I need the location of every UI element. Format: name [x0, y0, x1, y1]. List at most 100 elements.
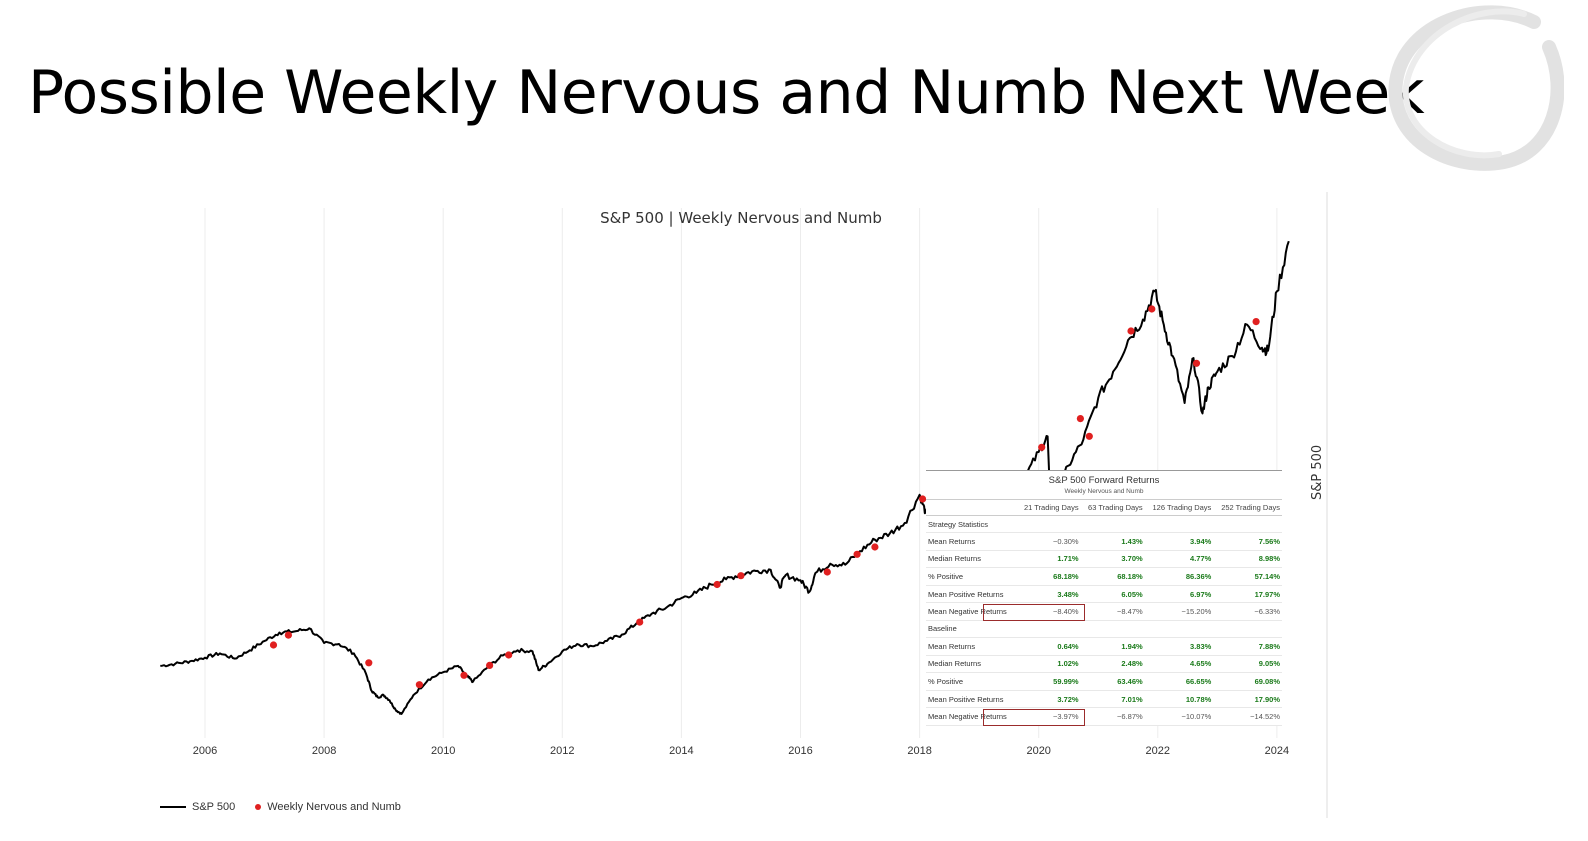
forward-returns-title: S&P 500 Forward Returns — [1048, 475, 1160, 486]
signal-marker — [1127, 327, 1135, 335]
row-label: Mean Returns — [926, 637, 1017, 656]
table-cell: 8.98% — [1213, 550, 1282, 569]
table-cell: 9.05% — [1213, 655, 1282, 674]
table-cell: 6.05% — [1080, 585, 1145, 604]
table-header-blank — [926, 499, 1017, 516]
col-126-days: 126 Trading Days — [1144, 499, 1214, 516]
signal-marker — [415, 681, 423, 689]
table-cell: 68.18% — [1016, 567, 1081, 586]
signal-marker — [486, 661, 494, 670]
x-tick-label: 2022 — [1146, 745, 1170, 757]
table-cell: 66.65% — [1144, 672, 1214, 691]
section-label: Baseline — [926, 620, 1282, 638]
table-header-row: 21 Trading Days 63 Trading Days 126 Trad… — [926, 499, 1282, 516]
signal-marker — [713, 580, 721, 589]
row-label: Mean Negative Returns — [926, 707, 1017, 726]
table-cell: 57.14% — [1213, 567, 1282, 586]
table-row: Mean Returns 0.64% 1.94% 3.83% 7.88% — [926, 637, 1282, 656]
table-row: % Positive 59.99% 63.46% 66.65% 69.08% — [926, 672, 1282, 691]
table-row: Mean Negative Returns −8.40% −8.47% −15.20%… — [926, 602, 1282, 621]
row-label: Mean Negative Returns — [926, 602, 1017, 621]
table-cell: 63.46% — [1080, 672, 1145, 691]
table-cell: −14.52% — [1213, 707, 1282, 726]
x-tick-label: 2020 — [1026, 745, 1050, 757]
table-cell: 3.83% — [1144, 637, 1214, 656]
x-tick-label: 2024 — [1265, 745, 1289, 757]
row-label: Median Returns — [926, 550, 1017, 569]
table-cell: 1.02% — [1016, 655, 1081, 674]
signal-marker — [853, 550, 861, 558]
legend-marker-swatch — [255, 804, 262, 810]
table-cell: 1.94% — [1080, 637, 1145, 656]
table-cell: 59.99% — [1016, 672, 1081, 691]
signal-marker — [1038, 443, 1046, 451]
section-label: Strategy Statistics — [926, 515, 1282, 533]
table-cell: 17.97% — [1213, 585, 1282, 604]
table-row: % Positive 68.18% 68.18% 86.36% 57.14% — [926, 567, 1282, 586]
x-tick-label: 2018 — [907, 745, 931, 757]
table-cell: −8.40% — [1016, 602, 1081, 621]
row-label: Mean Positive Returns — [926, 585, 1017, 604]
table-cell: 2.48% — [1080, 655, 1145, 674]
x-tick-label: 2008 — [312, 745, 336, 757]
table-cell: −3.97% — [1016, 707, 1081, 726]
chart-title: S&P 500 | Weekly Nervous and Numb — [600, 209, 882, 227]
table-section-row: Baseline — [926, 620, 1282, 638]
col-21-days: 21 Trading Days — [1016, 499, 1081, 516]
table-cell: 6.97% — [1144, 585, 1214, 604]
x-tick-label: 2012 — [550, 745, 574, 757]
table-cell: 1.71% — [1016, 550, 1081, 569]
brush-circle-logo — [1388, 5, 1564, 171]
table-cell: 68.18% — [1080, 567, 1145, 586]
signal-marker — [636, 618, 644, 626]
col-252-days: 252 Trading Days — [1213, 499, 1282, 516]
y-axis-title: S&P 500 — [1310, 444, 1325, 500]
x-tick-label: 2006 — [193, 745, 217, 757]
signal-marker — [919, 495, 927, 503]
table-cell: 3.48% — [1016, 585, 1081, 604]
forward-returns-subtitle: Weekly Nervous and Numb — [1064, 488, 1144, 495]
table-cell: 10.78% — [1144, 690, 1214, 709]
table-section-row: Strategy Statistics — [926, 515, 1282, 533]
signal-marker — [1252, 318, 1260, 326]
table-cell: 3.70% — [1080, 550, 1145, 569]
table-cell: −10.07% — [1144, 707, 1214, 726]
table-row: Mean Positive Returns 3.72% 7.01% 10.78% 17.… — [926, 690, 1282, 709]
signal-marker — [1192, 359, 1201, 367]
table-body: Strategy Statistics Mean Returns −0.30% 1.4… — [926, 515, 1282, 726]
slide-title: Possible Weekly Nervous and Numb Next We… — [28, 58, 1425, 128]
signal-marker — [505, 651, 513, 659]
forward-returns-table: 21 Trading Days 63 Trading Days 126 Trad… — [926, 499, 1282, 726]
signal-marker — [1076, 415, 1084, 423]
table-cell: 17.90% — [1213, 690, 1282, 709]
legend-line-swatch — [160, 806, 186, 808]
signal-marker — [365, 659, 373, 667]
row-label: Median Returns — [926, 655, 1017, 674]
legend-sp500-label: S&P 500 — [192, 801, 236, 813]
legend-signal-label: Weekly Nervous and Numb — [267, 801, 401, 813]
row-label: % Positive — [926, 672, 1017, 691]
panel-top-rule — [926, 470, 1282, 471]
table-cell: 1.43% — [1080, 532, 1145, 551]
signal-marker — [823, 568, 831, 576]
table-cell: −6.33% — [1213, 602, 1282, 621]
table-cell: 69.08% — [1213, 672, 1282, 691]
sp500-price-line — [160, 240, 1290, 715]
table-row: Mean Positive Returns 3.48% 6.05% 6.97% 17.9… — [926, 585, 1282, 604]
signal-marker — [460, 671, 468, 679]
signal-marker — [871, 543, 879, 551]
forward-returns-panel: S&P 500 Forward Returns Weekly Nervous a… — [926, 470, 1282, 727]
x-tick-label: 2010 — [431, 745, 455, 757]
table-cell: 0.64% — [1016, 637, 1081, 656]
chart-legend: S&P 500 Weekly Nervous and Numb — [160, 801, 401, 813]
table-cell: 7.56% — [1213, 532, 1282, 551]
row-label: Mean Positive Returns — [926, 690, 1017, 709]
table-cell: −6.87% — [1080, 707, 1145, 726]
table-cell: 3.94% — [1144, 532, 1214, 551]
table-cell: −15.20% — [1144, 602, 1214, 621]
row-label: Mean Returns — [926, 532, 1017, 551]
table-cell: 3.72% — [1016, 690, 1081, 709]
table-cell: 4.77% — [1144, 550, 1214, 569]
x-tick-label: 2016 — [788, 745, 812, 757]
